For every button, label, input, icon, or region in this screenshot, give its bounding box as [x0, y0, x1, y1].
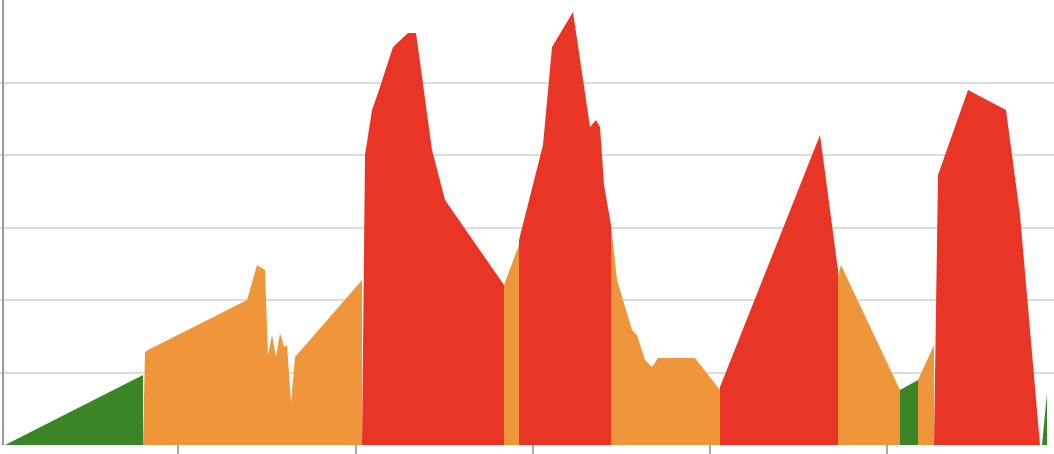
- area-segment: [934, 90, 1040, 445]
- area-segment: [143, 265, 362, 445]
- area-segment: [504, 245, 519, 445]
- areas: [5, 12, 1047, 445]
- area-segment: [918, 345, 934, 445]
- area-segment: [611, 225, 720, 445]
- area-segment: [519, 12, 611, 445]
- area-segment: [362, 33, 504, 445]
- area-segment: [1042, 393, 1047, 445]
- area-segment: [720, 135, 838, 445]
- x-ticks: [177, 445, 888, 454]
- area-segment: [900, 380, 918, 445]
- area-segment: [838, 265, 900, 445]
- area-segment: [5, 375, 143, 445]
